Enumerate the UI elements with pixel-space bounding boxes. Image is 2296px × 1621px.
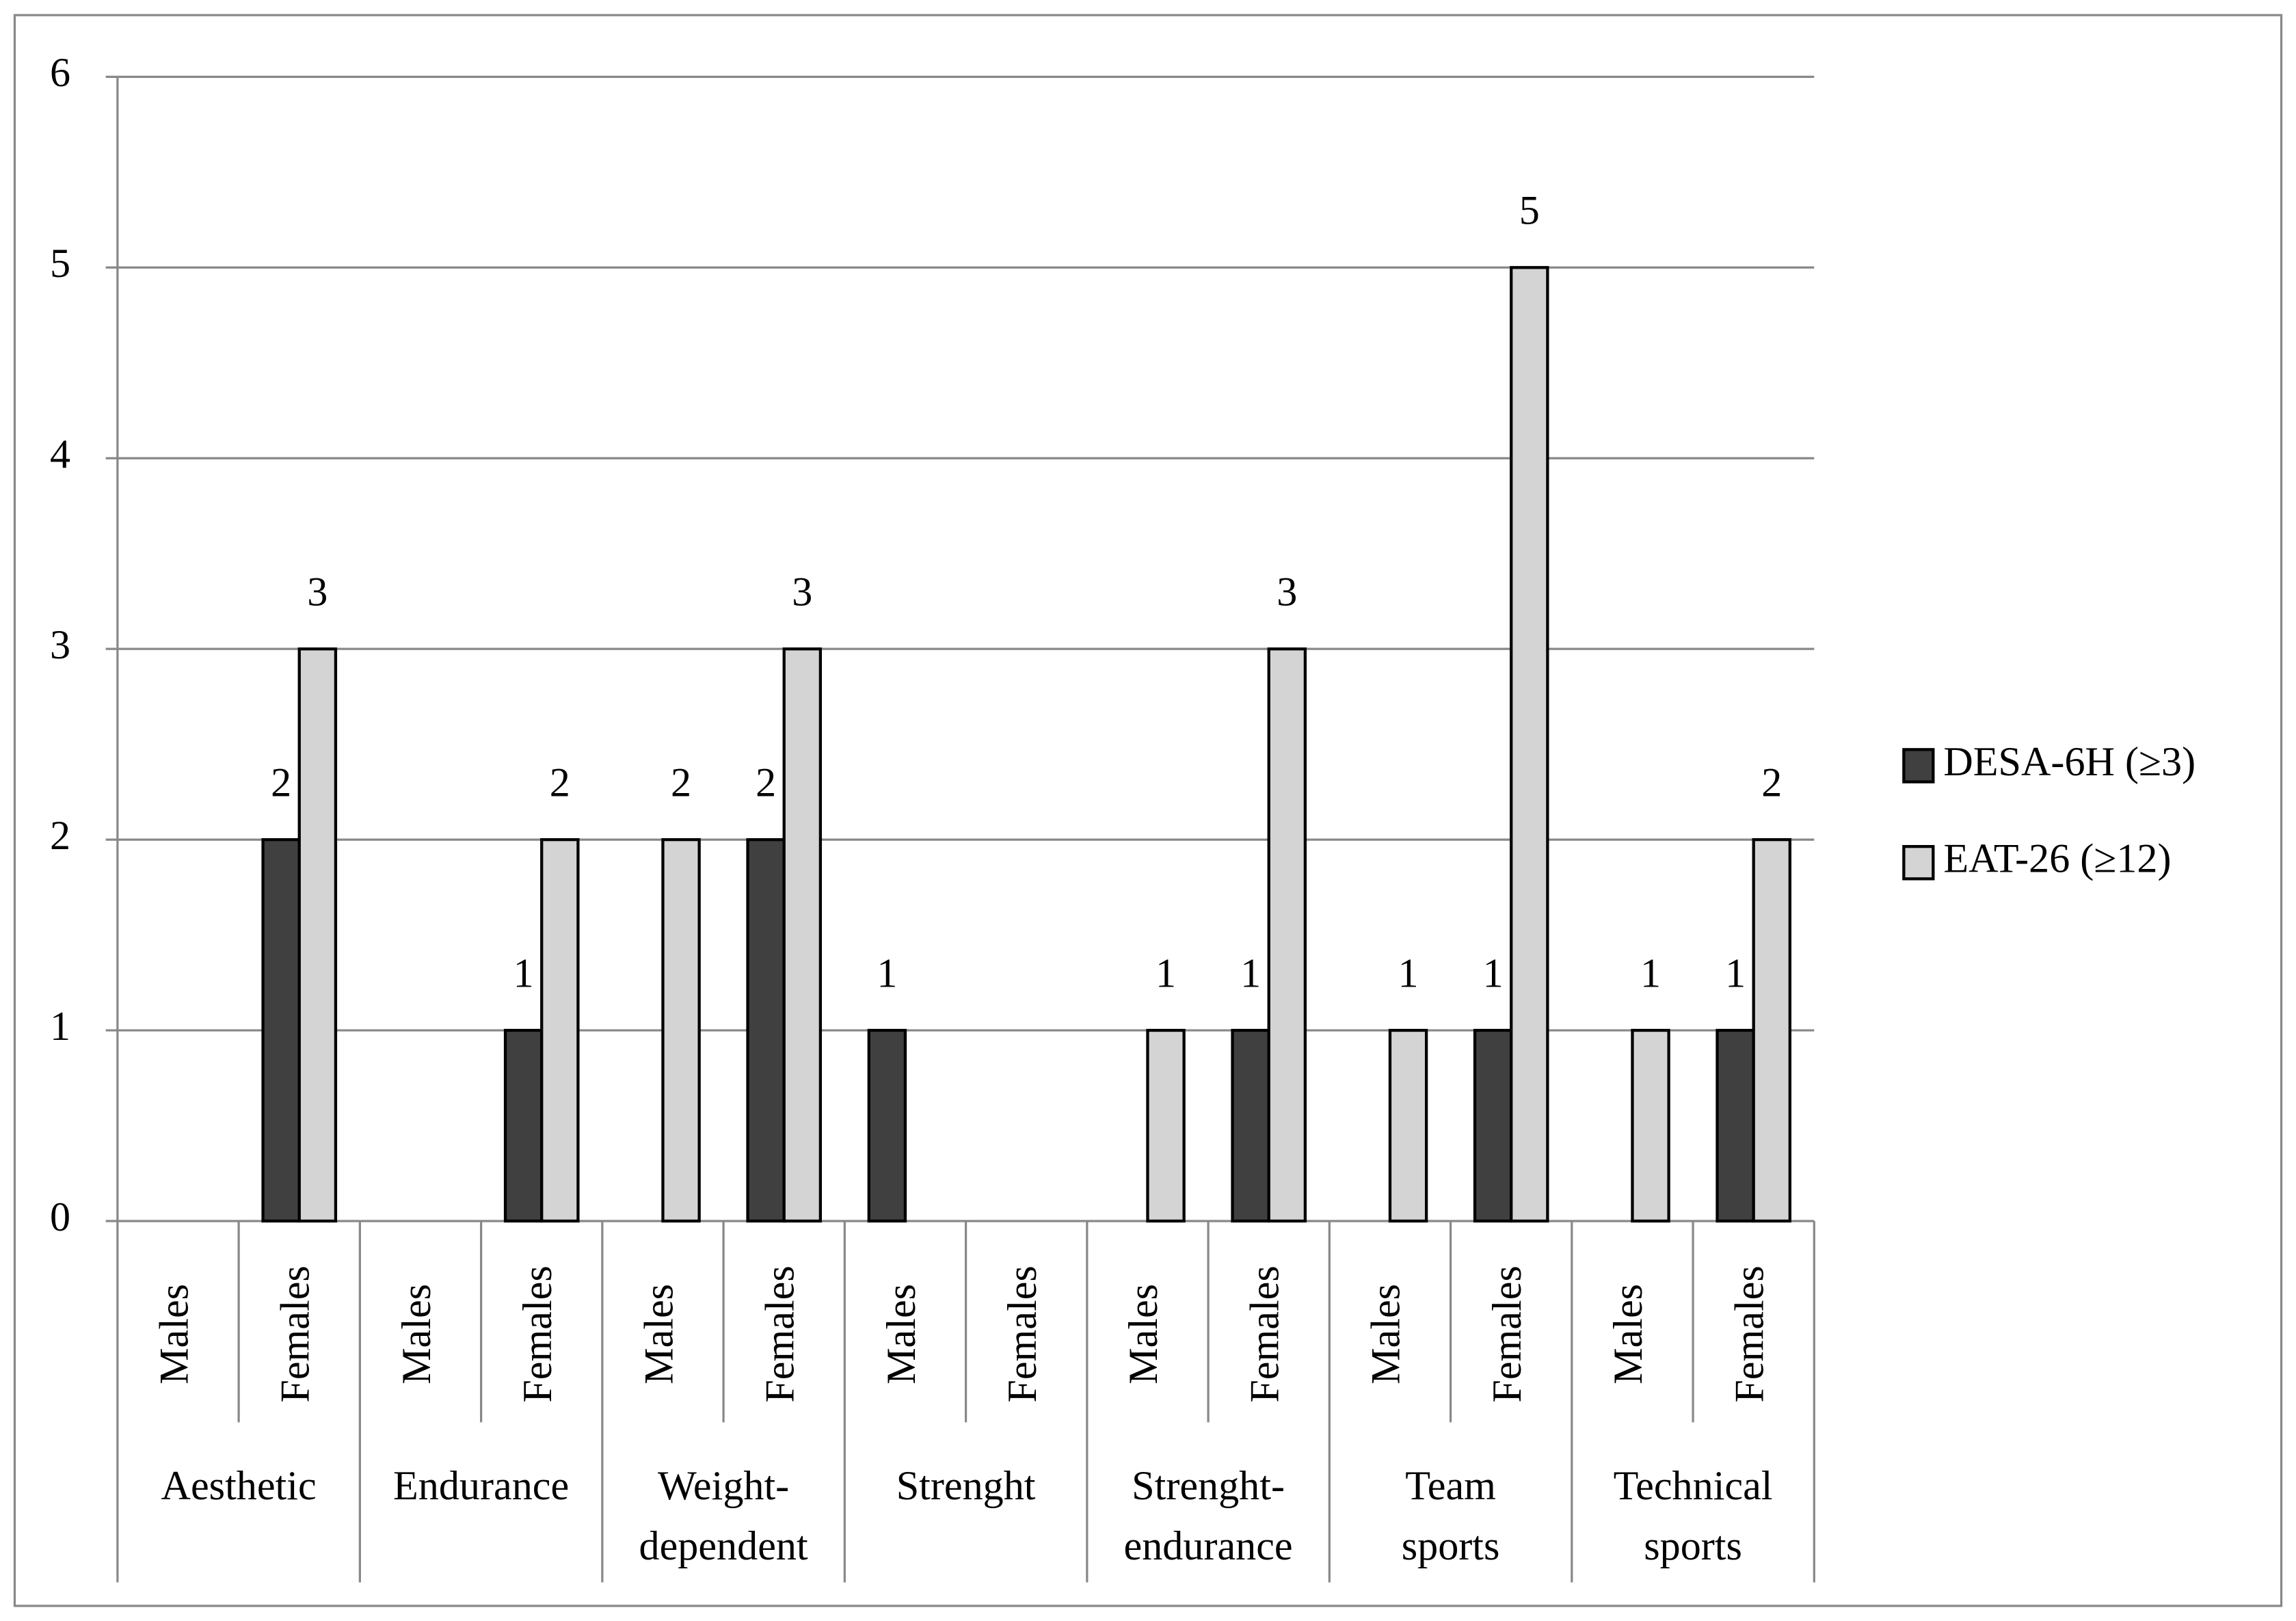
bar [1631, 1028, 1670, 1223]
chart-border [13, 14, 2283, 1607]
x-tick-label: Females [758, 1265, 803, 1402]
data-label: 3 [307, 570, 328, 615]
data-label: 1 [1240, 951, 1261, 997]
bar [1146, 1028, 1186, 1223]
bar [1388, 1028, 1428, 1223]
group-label: Technical [1614, 1463, 1773, 1509]
data-label: 1 [1483, 951, 1504, 997]
y-tick-label: 6 [50, 50, 70, 96]
data-label: 2 [671, 760, 691, 806]
group-label: endurance [1124, 1523, 1293, 1569]
x-tick-label: Males [636, 1284, 682, 1384]
data-label: 1 [1156, 951, 1176, 997]
x-tick-label: Males [1605, 1284, 1651, 1384]
legend-swatch [1902, 748, 1935, 783]
bar [1510, 266, 1549, 1223]
data-label: 2 [756, 760, 776, 806]
group-label: Strenght [896, 1463, 1036, 1509]
bar [1473, 1028, 1513, 1223]
data-label: 3 [792, 570, 812, 615]
data-label: 1 [1398, 951, 1419, 997]
x-tick-label: Males [1363, 1284, 1409, 1384]
bar [782, 647, 823, 1223]
bar [1267, 647, 1307, 1223]
bar [1716, 1028, 1755, 1223]
x-tick-label: Females [1726, 1265, 1772, 1402]
x-tick-label: Females [273, 1265, 319, 1402]
bar [746, 838, 786, 1223]
legend-label: EAT-26 (≥12) [1943, 836, 2171, 882]
data-label: 3 [1277, 570, 1297, 615]
y-tick-label: 0 [50, 1194, 70, 1240]
bar [661, 838, 701, 1223]
bar [540, 838, 580, 1223]
y-tick-label: 1 [50, 1004, 70, 1049]
group-label: dependent [639, 1523, 808, 1569]
group-label: sports [1402, 1523, 1500, 1569]
bar [1231, 1028, 1270, 1223]
bar [503, 1028, 544, 1223]
bar [867, 1028, 907, 1223]
group-label: Team [1405, 1463, 1496, 1509]
data-label: 1 [1725, 951, 1746, 997]
x-tick-label: Males [151, 1284, 197, 1384]
legend-label: DESA-6H (≥3) [1943, 739, 2195, 785]
bar [297, 647, 338, 1223]
group-label: sports [1644, 1523, 1742, 1569]
data-label: 1 [1640, 951, 1661, 997]
x-tick-label: Females [515, 1265, 561, 1402]
data-label: 2 [550, 760, 570, 806]
data-label: 1 [877, 951, 897, 997]
group-label: Endurance [393, 1463, 569, 1509]
x-tick-label: Males [394, 1284, 440, 1384]
x-tick-label: Females [1484, 1265, 1530, 1402]
y-tick-label: 2 [50, 813, 70, 859]
x-tick-label: Males [1121, 1284, 1166, 1384]
bar [1752, 838, 1792, 1223]
x-tick-label: Females [1242, 1265, 1288, 1402]
legend-swatch [1902, 844, 1935, 881]
data-label: 2 [1761, 760, 1782, 806]
data-label: 2 [271, 760, 291, 806]
group-label: Strenght- [1132, 1463, 1285, 1509]
y-tick-label: 5 [50, 241, 70, 286]
bar [261, 838, 301, 1223]
x-tick-label: Females [1000, 1265, 1045, 1402]
x-tick-label: Males [879, 1284, 924, 1384]
data-label: 5 [1519, 188, 1540, 234]
group-label: Weight- [658, 1463, 789, 1509]
data-label: 1 [513, 951, 534, 997]
group-label: Aesthetic [161, 1463, 317, 1509]
y-tick-label: 3 [50, 622, 70, 668]
y-tick-label: 4 [50, 431, 70, 477]
